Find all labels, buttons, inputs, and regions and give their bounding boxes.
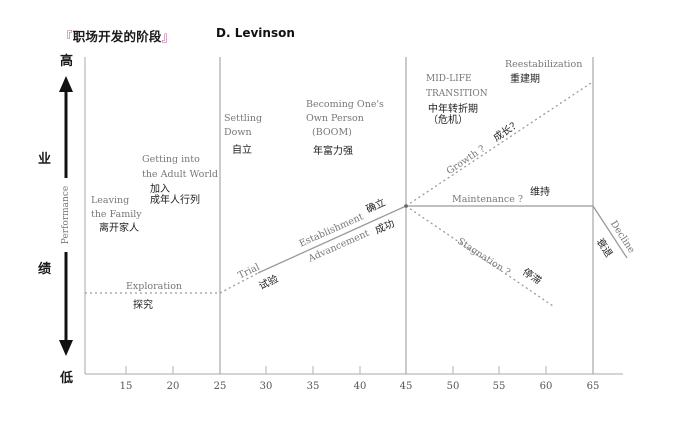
getting-en-2: the Adult World	[142, 169, 219, 180]
reestablish-en: Reestabilization	[505, 59, 583, 70]
tick-20: 20	[166, 381, 180, 392]
tick-60: 60	[539, 381, 553, 392]
y-label-top: 业	[38, 152, 52, 167]
growth-line	[405, 82, 592, 207]
exploration-en: Exploration	[126, 281, 183, 292]
trial-line	[219, 272, 259, 294]
performance-label: Performance	[61, 185, 71, 245]
tick-25: 25	[213, 381, 227, 392]
tick-45: 45	[399, 381, 413, 392]
becoming-en-1: Becoming One's	[306, 99, 384, 110]
junction-point	[404, 204, 408, 208]
settling-en-1: Settling	[224, 113, 263, 124]
tick-40: 40	[353, 381, 367, 392]
tick-30: 30	[259, 381, 273, 392]
midlife-zh-1: 中年转折期	[428, 104, 478, 115]
midlife-zh-2: （危机）	[428, 115, 468, 126]
becoming-en-2: Own Person	[306, 113, 364, 124]
y-high-label: 高	[60, 54, 74, 69]
establishment-line	[257, 205, 407, 274]
leaving-en-2: the Family	[91, 209, 142, 220]
y-low-label: 低	[60, 371, 74, 386]
getting-en-1: Getting into	[142, 154, 200, 165]
performance-arrow-icon	[59, 76, 73, 356]
tick-50: 50	[446, 381, 460, 392]
leaving-zh: 离开家人	[99, 223, 139, 234]
becoming-zh: 年富力强	[313, 146, 353, 157]
tick-55: 55	[492, 381, 506, 392]
x-axis-ticks	[125, 366, 547, 374]
maintenance-zh: 维持	[530, 187, 550, 198]
midlife-en-2: TRANSITION	[426, 89, 488, 99]
becoming-en-3: (BOOM)	[312, 127, 352, 138]
diagram-title: 『职场开发的阶段』	[60, 26, 174, 45]
tick-15: 15	[119, 381, 133, 392]
title-close-bracket: 』	[161, 29, 175, 44]
getting-zh-2: 成年人行列	[150, 195, 200, 206]
reestablish-zh: 重建期	[510, 74, 540, 85]
midlife-en-1: MID-LIFE	[426, 74, 472, 84]
settling-zh: 自立	[232, 145, 252, 156]
exploration-zh: 探究	[133, 300, 153, 311]
maintenance-en: Maintenance ?	[452, 194, 523, 205]
y-label-bottom: 绩	[38, 262, 52, 277]
decline-line	[592, 205, 628, 259]
tick-35: 35	[306, 381, 320, 392]
getting-zh-1: 加入	[150, 184, 170, 195]
author-label: D. Levinson	[216, 26, 295, 40]
leaving-en-1: Leaving	[91, 195, 130, 206]
title-open-bracket: 『	[60, 29, 73, 44]
tick-65: 65	[586, 381, 600, 392]
title-text: 职场开发的阶段	[72, 29, 162, 44]
settling-en-2: Down	[224, 127, 252, 138]
